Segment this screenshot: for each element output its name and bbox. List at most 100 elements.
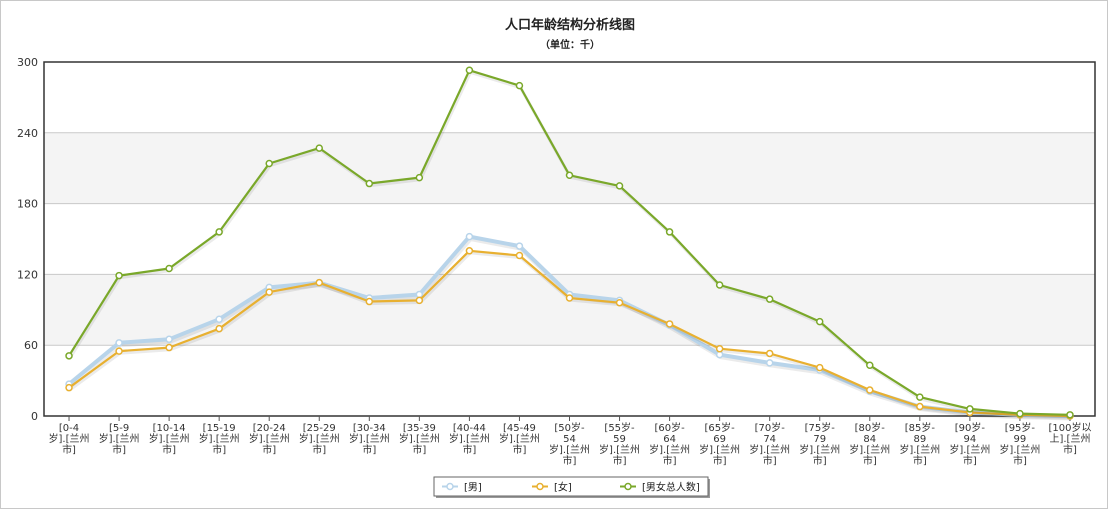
y-tick-label: 0 (31, 410, 38, 423)
x-tick-label: [100岁以 (1048, 421, 1091, 434)
legend-label: [男女总人数] (642, 481, 700, 494)
data-point-3 (1016, 409, 1024, 418)
x-tick-label: [85岁- (905, 421, 936, 434)
data-point-3 (665, 228, 674, 236)
data-point-3 (165, 264, 173, 273)
data-point-2 (315, 278, 324, 287)
x-tick-label: 岁].[兰州 (299, 432, 340, 445)
x-tick-label: 岁].[兰州 (99, 432, 140, 445)
x-tick-label: 54 (563, 434, 576, 445)
data-point-1 (415, 290, 424, 299)
x-tick-label: 市] (162, 443, 176, 456)
x-tick-label: 岁].[兰州 (999, 443, 1040, 456)
data-point-3 (315, 144, 324, 152)
x-tick-label: [60岁- (654, 421, 685, 434)
data-point-2 (515, 251, 524, 260)
data-point-3 (815, 317, 824, 326)
data-point-3 (966, 405, 974, 413)
data-point-1 (215, 315, 223, 323)
x-tick-label: 市] (1063, 443, 1077, 456)
x-tick-label: 岁].[兰州 (649, 443, 690, 456)
data-point-1 (465, 232, 474, 241)
data-point-2 (215, 324, 223, 333)
x-tick-label: [40-44 (453, 423, 486, 434)
x-tick-label: [10-14 (153, 423, 186, 434)
y-tick-label: 300 (17, 56, 38, 69)
chart-subtitle: （单位：千） (540, 38, 600, 51)
x-tick-label: 69 (713, 434, 726, 445)
x-tick-label: 岁].[兰州 (949, 443, 990, 456)
data-point-1 (165, 335, 173, 344)
x-tick-label: 89 (913, 434, 926, 445)
data-point-1 (515, 242, 524, 250)
x-tick-label: 市] (913, 454, 927, 467)
legend-swatch-marker (624, 482, 632, 491)
data-point-3 (65, 352, 73, 360)
x-tick-label: 市] (312, 443, 326, 456)
data-point-2 (715, 344, 724, 353)
x-tick-label: 市] (262, 443, 276, 456)
data-point-3 (515, 81, 524, 90)
data-point-2 (165, 343, 173, 352)
x-tick-label: 岁].[兰州 (149, 432, 190, 445)
legend-box (433, 476, 709, 497)
x-tick-label: 岁].[兰州 (349, 432, 390, 445)
x-tick-label: [65岁- (705, 421, 736, 434)
data-point-3 (215, 228, 223, 236)
x-tick-label: 岁].[兰州 (499, 432, 540, 445)
x-tick-label: [80岁- (855, 421, 886, 434)
data-point-2 (65, 383, 73, 392)
x-tick-label: [15-19 (203, 423, 236, 434)
x-tick-label: 岁].[兰州 (549, 443, 590, 456)
legend-swatch-marker (536, 482, 544, 491)
data-point-2 (916, 402, 924, 411)
data-point-3 (415, 173, 424, 182)
x-tick-label: 上].[兰州 (1049, 432, 1090, 445)
x-tick-label: [45-49 (503, 423, 536, 434)
x-tick-label: 市] (462, 443, 476, 456)
x-tick-label: 岁].[兰州 (849, 443, 890, 456)
data-point-2 (565, 294, 574, 302)
grid-band (44, 132, 1095, 204)
data-point-3 (866, 361, 874, 370)
x-tick-label: [0-4 (59, 423, 79, 434)
x-tick-label: [25-29 (303, 423, 336, 434)
x-tick-label: 市] (713, 454, 727, 467)
x-tick-label: 市] (663, 454, 677, 467)
x-tick-label: 市] (863, 454, 877, 467)
legend-swatch-marker (446, 482, 454, 491)
x-tick-label: 岁].[兰州 (49, 432, 90, 445)
y-tick-label: 120 (17, 268, 38, 281)
x-tick-label: [70岁- (755, 421, 786, 434)
x-tick-label: [5-9 (109, 423, 129, 434)
x-tick-label: [90岁- (955, 421, 986, 434)
data-point-2 (465, 247, 474, 255)
legend-label: [男] (464, 482, 482, 494)
x-tick-label: 59 (613, 434, 626, 445)
x-tick-label: 64 (663, 434, 676, 445)
x-tick-label: 岁].[兰州 (799, 443, 840, 456)
x-tick-label: 99 (1014, 434, 1027, 445)
x-tick-label: 岁].[兰州 (899, 443, 940, 456)
x-tick-label: 市] (1013, 454, 1027, 467)
x-tick-label: 74 (763, 434, 776, 445)
x-tick-label: 79 (813, 434, 826, 445)
data-point-3 (615, 182, 624, 190)
x-tick-label: 84 (863, 434, 876, 445)
x-tick-label: 市] (963, 454, 977, 467)
y-tick-label: 180 (17, 198, 38, 211)
data-point-1 (765, 359, 774, 367)
data-point-3 (1066, 411, 1074, 419)
data-point-2 (265, 288, 273, 296)
x-tick-label: 岁].[兰州 (599, 443, 640, 456)
data-point-1 (115, 339, 123, 347)
data-point-2 (815, 363, 824, 372)
data-point-3 (465, 66, 474, 75)
data-point-3 (265, 159, 273, 168)
data-point-2 (866, 386, 874, 394)
grid-band (44, 345, 1095, 416)
legend-label: [女] (554, 481, 572, 494)
data-point-3 (715, 281, 724, 289)
